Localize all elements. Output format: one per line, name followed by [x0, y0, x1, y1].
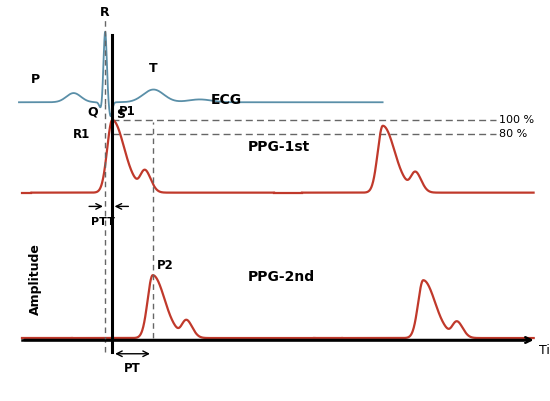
Text: PPG-1st: PPG-1st: [248, 140, 310, 154]
Text: R1: R1: [73, 128, 90, 141]
Text: Time: Time: [539, 344, 550, 357]
Text: T: T: [149, 62, 158, 75]
Text: 80 %: 80 %: [499, 130, 527, 140]
Text: P: P: [31, 73, 40, 86]
Text: 100 %: 100 %: [499, 115, 534, 125]
Text: P2: P2: [157, 259, 174, 272]
Text: Amplitude: Amplitude: [29, 243, 42, 315]
Text: S: S: [117, 108, 125, 122]
Text: P1: P1: [119, 105, 135, 118]
Text: PPG-2nd: PPG-2nd: [248, 270, 315, 284]
Text: PTT: PTT: [91, 217, 114, 227]
Text: R: R: [100, 6, 110, 19]
Text: Q: Q: [87, 105, 98, 119]
Text: PT: PT: [124, 363, 141, 375]
Text: ECG: ECG: [210, 93, 241, 107]
